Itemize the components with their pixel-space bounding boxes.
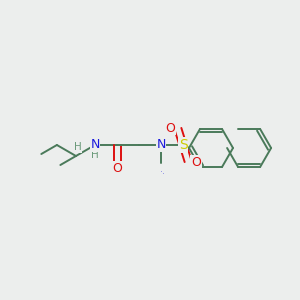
- Text: N: N: [90, 139, 100, 152]
- Text: H: H: [74, 142, 82, 152]
- Text: N: N: [160, 170, 161, 172]
- Text: O: O: [165, 122, 175, 134]
- Text: O: O: [191, 155, 201, 169]
- Text: S: S: [178, 138, 188, 152]
- Text: O: O: [112, 161, 122, 175]
- Text: N: N: [156, 139, 166, 152]
- Text: N: N: [163, 172, 164, 173]
- Text: H: H: [91, 150, 99, 160]
